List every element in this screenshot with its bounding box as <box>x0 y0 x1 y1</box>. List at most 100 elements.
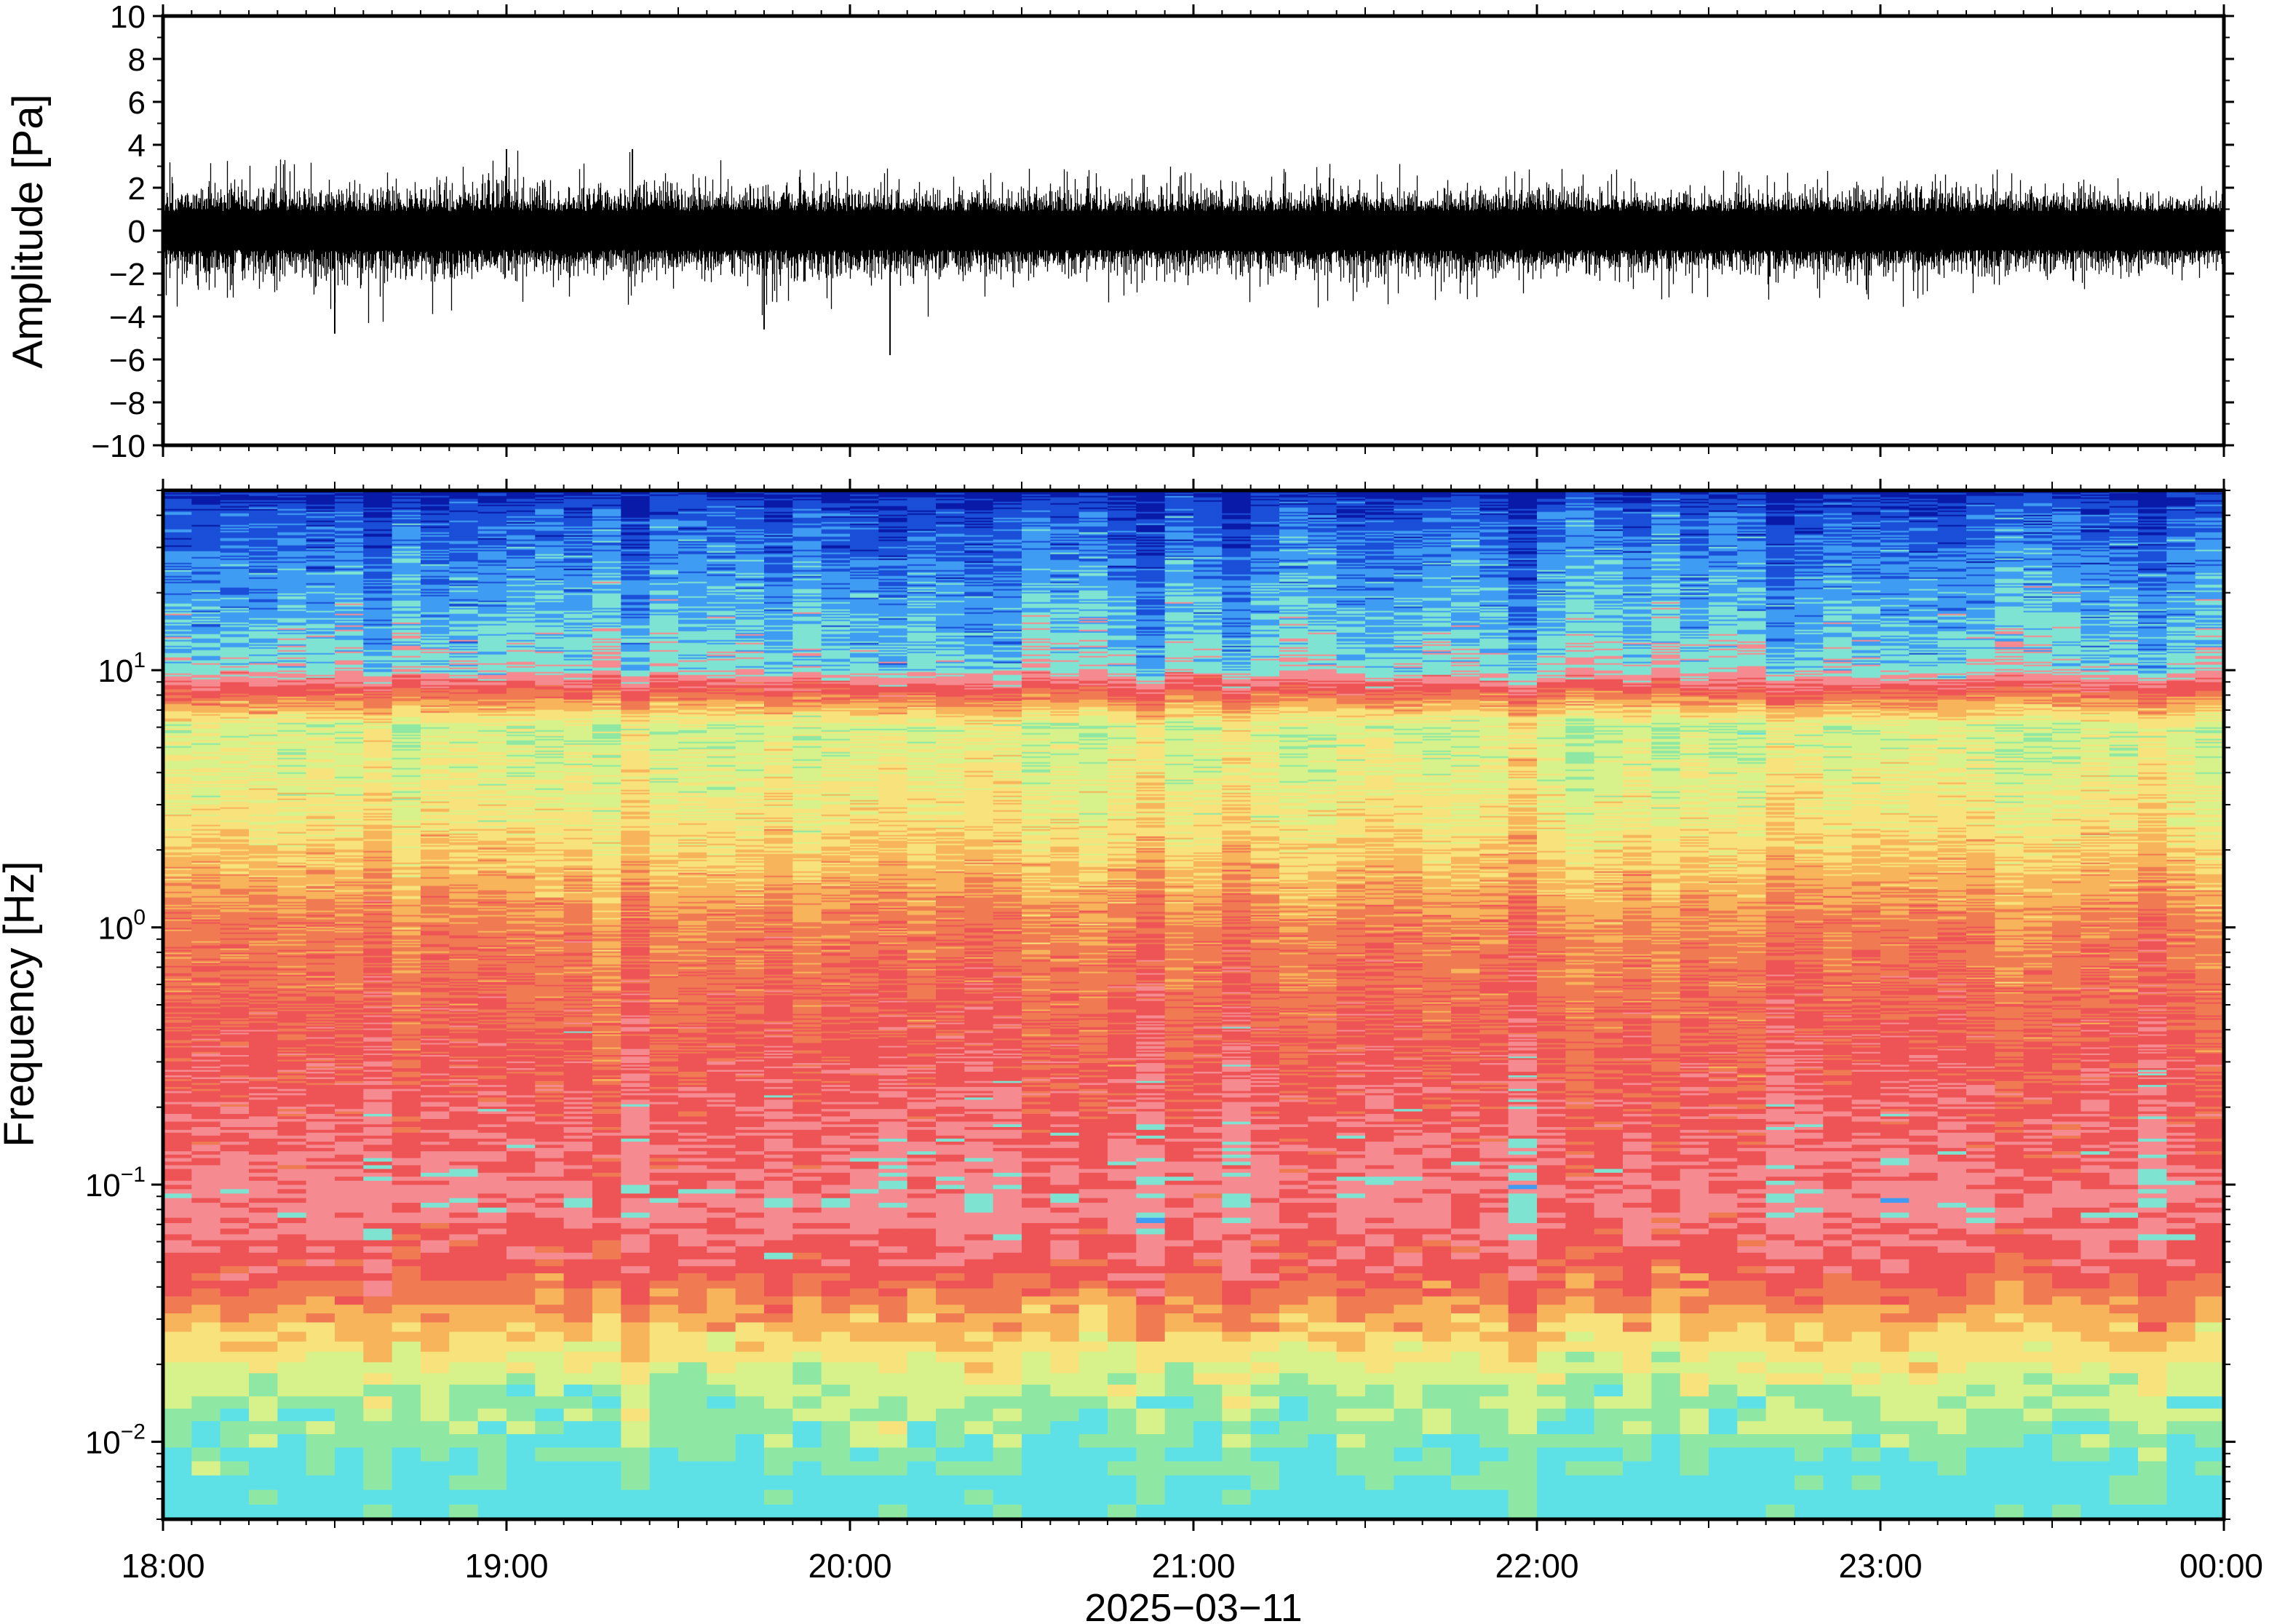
heatmap-cell <box>220 1198 250 1203</box>
heatmap-cell <box>277 1141 306 1145</box>
heatmap-cell <box>249 1172 278 1177</box>
heatmap-cell <box>421 1113 450 1116</box>
heatmap-cell <box>220 1475 250 1489</box>
heatmap-cell <box>191 1384 220 1396</box>
heatmap-cell <box>163 1185 192 1189</box>
heatmap-cell <box>220 1151 250 1155</box>
heatmap-cell <box>306 1246 335 1252</box>
heatmap-cell <box>363 1145 392 1148</box>
heatmap-cell <box>421 1504 450 1519</box>
heatmap-cell <box>220 1266 250 1273</box>
heatmap-cell <box>277 1172 306 1177</box>
heatmap-cell <box>392 1489 421 1505</box>
heatmap-cell <box>220 1169 250 1173</box>
heatmap-cell <box>363 1461 392 1476</box>
heatmap-cell <box>220 1172 250 1177</box>
heatmap-cell <box>277 1126 306 1129</box>
heatmap-cell <box>335 1396 364 1409</box>
heatmap-cell <box>363 1266 392 1273</box>
heatmap-cell <box>335 1296 364 1305</box>
heatmap-cell <box>306 1193 335 1198</box>
heatmap-cell <box>249 1129 278 1133</box>
heatmap-cell <box>163 1132 192 1136</box>
heatmap-cell <box>392 1266 421 1273</box>
heatmap-cell <box>363 1217 392 1223</box>
heatmap-cell <box>249 1222 278 1228</box>
heatmap-cell <box>163 1118 192 1121</box>
heatmap-cell <box>392 1126 421 1129</box>
heatmap-cell <box>277 1504 306 1519</box>
heatmap-cell <box>363 1202 392 1207</box>
heatmap-cell <box>220 1322 250 1332</box>
heatmap-cell <box>335 1351 364 1362</box>
heatmap-cell <box>306 1259 335 1266</box>
heatmap-cell <box>392 1447 421 1462</box>
heatmap-cell <box>163 1145 192 1148</box>
heatmap-cell <box>249 1135 278 1139</box>
heatmap-cell <box>249 1141 278 1145</box>
heatmap-cell <box>335 1475 364 1489</box>
heatmap-cell <box>306 1198 335 1203</box>
heatmap-cell <box>191 1161 220 1166</box>
heatmap-cell <box>421 1193 450 1198</box>
heatmap-cell <box>277 1228 306 1234</box>
heatmap-cell <box>163 1351 192 1362</box>
heatmap-cell <box>392 1408 421 1421</box>
heatmap-cell <box>277 1202 306 1207</box>
heatmap-cell <box>335 1332 364 1342</box>
heatmap-cell <box>191 1396 220 1409</box>
heatmap-cell <box>363 1273 392 1281</box>
heatmap-cell <box>191 1228 220 1234</box>
heatmap-cell <box>392 1234 421 1241</box>
heatmap-cell <box>335 1504 364 1519</box>
heatmap-cell <box>392 1129 421 1133</box>
heatmap-cell <box>163 1266 192 1273</box>
heatmap-cell <box>363 1172 392 1177</box>
heatmap-cell <box>220 1341 250 1352</box>
heatmap-cell <box>163 1373 192 1385</box>
heatmap-cell <box>306 1116 335 1119</box>
heatmap-cell <box>306 1138 335 1142</box>
heatmap-cell <box>220 1259 250 1266</box>
heatmap-cell <box>220 1246 250 1252</box>
heatmap-cell <box>191 1113 220 1116</box>
heatmap-cell <box>277 1447 306 1462</box>
heatmap-cell <box>392 1141 421 1145</box>
heatmap-cell <box>335 1322 364 1332</box>
heatmap-cell <box>306 1396 335 1409</box>
heatmap-cell <box>363 1111 392 1114</box>
heatmap-cell <box>220 1165 250 1169</box>
heatmap-cell <box>220 1212 250 1218</box>
heatmap-cell <box>220 1396 250 1409</box>
heatmap-cell <box>249 1132 278 1136</box>
heatmap-cell <box>220 1147 250 1151</box>
heatmap-cell <box>249 1138 278 1142</box>
heatmap-cell <box>421 1313 450 1323</box>
heatmap-cell <box>363 1185 392 1189</box>
heatmap-cell <box>191 1124 220 1127</box>
heatmap-cell <box>421 1189 450 1194</box>
heatmap-cell <box>363 1126 392 1129</box>
heatmap-cell <box>392 1124 421 1127</box>
heatmap-cell <box>306 1288 335 1297</box>
waveform-y-tick-label: 0 <box>128 214 146 250</box>
heatmap-cell <box>363 1212 392 1218</box>
heatmap-cell <box>306 1421 335 1434</box>
heatmap-cell <box>392 1180 421 1185</box>
heatmap-cell <box>277 1332 306 1342</box>
heatmap-cell <box>220 1129 250 1133</box>
heatmap-cell <box>163 1322 192 1332</box>
heatmap-cell <box>163 1158 192 1161</box>
heatmap-cell <box>363 1222 392 1228</box>
heatmap-cell <box>363 1113 392 1116</box>
heatmap-cell <box>277 1273 306 1281</box>
heatmap-cell <box>335 1177 364 1181</box>
heatmap-cell <box>421 1475 450 1489</box>
heatmap-cell <box>277 1408 306 1421</box>
heatmap-cell <box>392 1240 421 1246</box>
heatmap-cell <box>220 1351 250 1362</box>
heatmap-cell <box>249 1111 278 1114</box>
heatmap-cell <box>363 1161 392 1166</box>
heatmap-cell <box>392 1165 421 1169</box>
heatmap-cell <box>249 1475 278 1489</box>
